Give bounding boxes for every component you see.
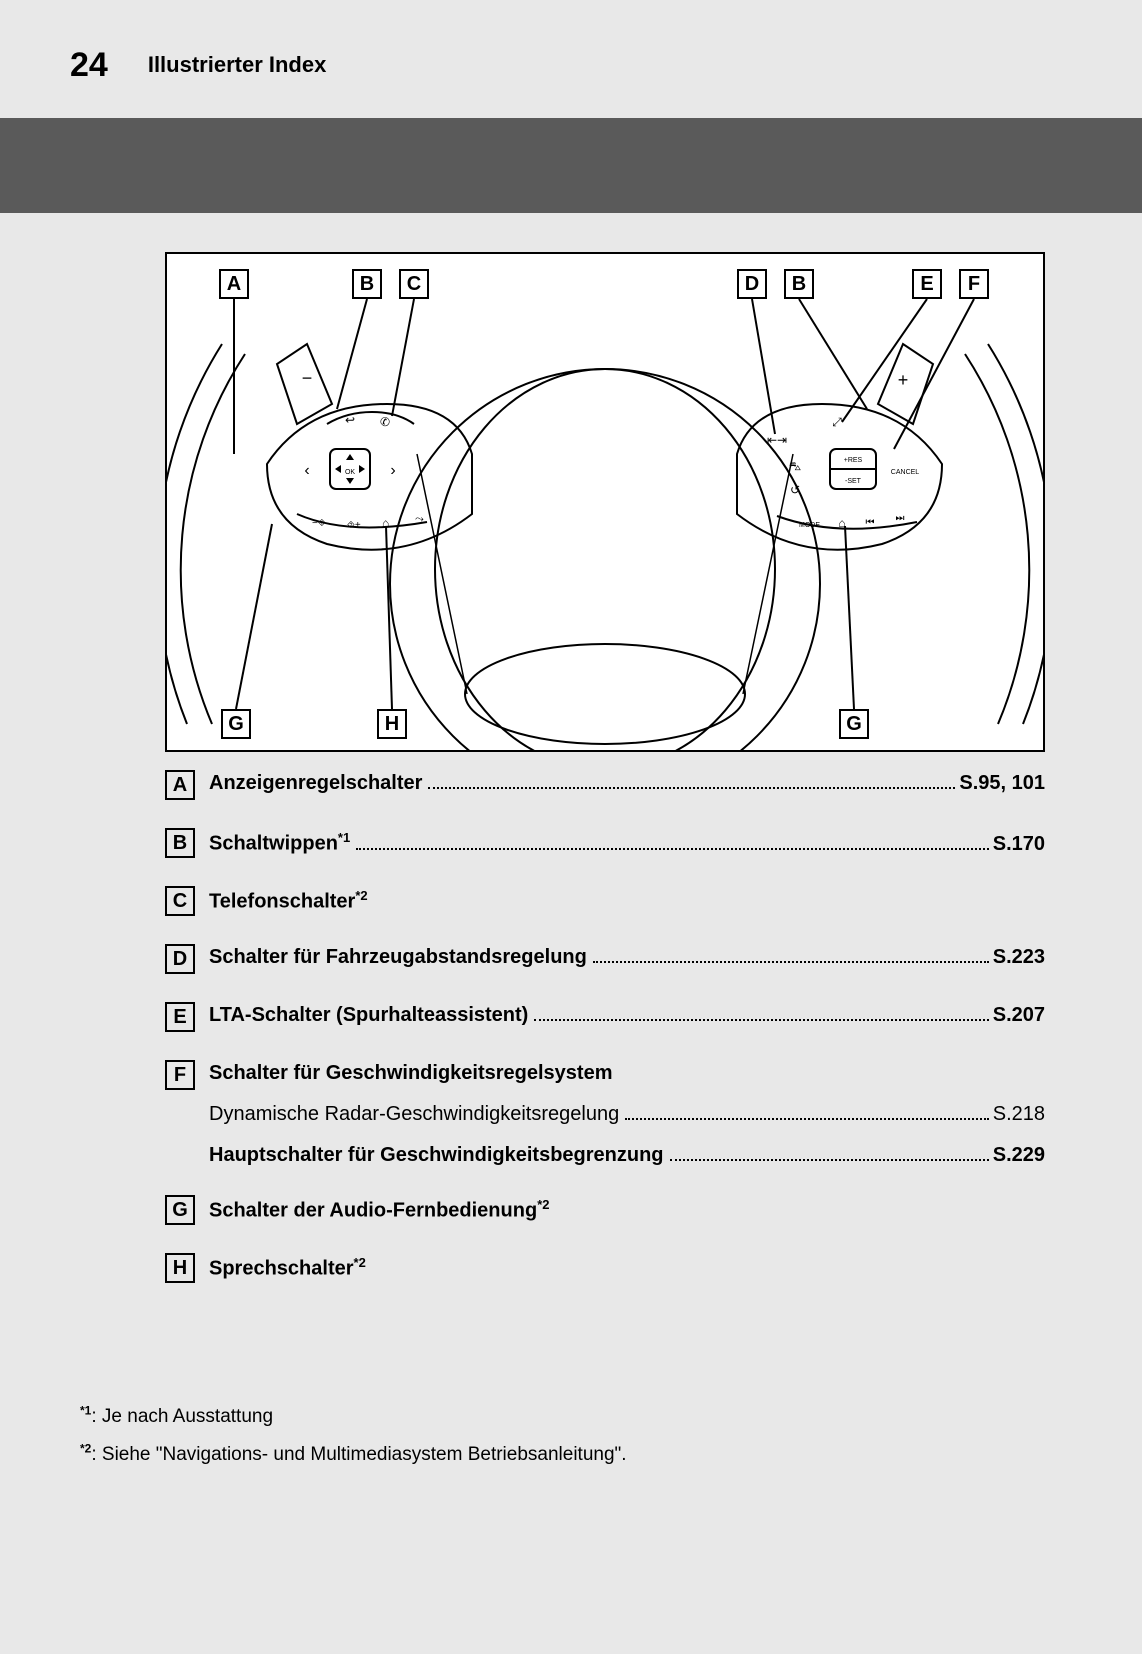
footnote: *1: Je nach Ausstattung (80, 1400, 1040, 1434)
legend-title: LTA-Schalter (Spurhalteassistent) (209, 1004, 528, 1027)
legend-row: D Schalter für Fahrzeugabstandsregelung … (165, 944, 1045, 974)
ok-icon-label: OK (345, 469, 355, 476)
legend-sub-title: Hauptschalter für Geschwindigkeitsbegren… (209, 1144, 664, 1167)
leader-dots (625, 1118, 989, 1120)
legend-title: Telefonschalter*2 (209, 888, 368, 914)
legend-page: S.95, 101 (959, 772, 1045, 795)
legend-sub-page: S.229 (993, 1144, 1045, 1167)
callout-h: H (377, 709, 407, 739)
svg-text:↩: ↩ (345, 413, 355, 427)
callout-g-left: G (221, 709, 251, 739)
header-title: Illustrierter Index (148, 52, 327, 78)
page-header: 24 Illustrierter Index (0, 40, 1142, 90)
legend-page: S.223 (993, 946, 1045, 969)
svg-text:⤢: ⤢ (831, 415, 842, 429)
callout-f: F (959, 269, 989, 299)
callout-b-left: B (352, 269, 382, 299)
legend-row: H Sprechschalter*2 (165, 1253, 1045, 1283)
steering-wheel-diagram: OK ‹ › ↩ ✆ −⯑ ⯑+ ⌂ ⤳ − (165, 252, 1045, 752)
svg-text:⏮: ⏮ (866, 517, 875, 528)
svg-text:⯑+: ⯑+ (347, 520, 361, 531)
legend-title: Schalter für Geschwindigkeitsregelsystem (209, 1062, 613, 1085)
leader-dots (670, 1159, 989, 1161)
page-number: 24 (70, 46, 108, 85)
legend-row: G Schalter der Audio-Fernbedienung*2 (165, 1195, 1045, 1225)
legend-label: A (165, 770, 195, 800)
legend-title: Anzeigenregelschalter (209, 772, 422, 795)
svg-text:−⯑: −⯑ (312, 518, 326, 529)
leader-dots (428, 787, 955, 789)
legend-title: Sprechschalter*2 (209, 1255, 366, 1281)
legend-label: G (165, 1195, 195, 1225)
callout-e: E (912, 269, 942, 299)
callout-d: D (737, 269, 767, 299)
legend-row: A Anzeigenregelschalter S.95, 101 (165, 770, 1045, 800)
leader-dots (534, 1019, 988, 1021)
legend-row: F Schalter für Geschwindigkeitsregelsyst… (165, 1060, 1045, 1167)
res-label: +RES (844, 457, 863, 464)
footnote: *2: Siehe "Navigations- und Multimediasy… (80, 1438, 1040, 1472)
callout-c: C (399, 269, 429, 299)
svg-text:›: › (390, 462, 395, 479)
legend-row: B Schaltwippen*1 S.170 (165, 828, 1045, 858)
leader-dots (593, 961, 989, 963)
callout-b-right: B (784, 269, 814, 299)
legend-sub-title: Dynamische Radar-Geschwindigkeitsregelun… (209, 1103, 619, 1126)
legend-page: S.207 (993, 1004, 1045, 1027)
svg-text:⛍: ⛍ (789, 459, 801, 473)
legend-title: Schalter der Audio-Fernbedienung*2 (209, 1197, 549, 1223)
set-label: -SET (845, 478, 862, 485)
svg-text:+: + (898, 370, 909, 390)
legend-label: D (165, 944, 195, 974)
header-grey-bar (0, 118, 1142, 213)
svg-text:⇤⇥: ⇤⇥ (767, 433, 787, 447)
svg-text:⌂: ⌂ (382, 516, 389, 530)
callout-g-right: G (839, 709, 869, 739)
legend-label: F (165, 1060, 195, 1090)
svg-text:−: − (302, 368, 313, 388)
legend-title: Schalter für Fahrzeugabstandsregelung (209, 946, 587, 969)
legend-page: S.170 (993, 833, 1045, 856)
legend-row: E LTA-Schalter (Spurhalteassistent) S.20… (165, 1002, 1045, 1032)
steering-wheel-svg: OK ‹ › ↩ ✆ −⯑ ⯑+ ⌂ ⤳ − (167, 254, 1043, 750)
legend-label: B (165, 828, 195, 858)
legend-sub-page: S.218 (993, 1103, 1045, 1126)
legend-list: A Anzeigenregelschalter S.95, 101 B Scha… (165, 770, 1045, 1311)
legend-label: C (165, 886, 195, 916)
leader-dots (356, 848, 989, 850)
page: 24 Illustrierter Index (0, 0, 1142, 1654)
legend-row: C Telefonschalter*2 (165, 886, 1045, 916)
footnotes: *1: Je nach Ausstattung *2: Siehe "Navig… (80, 1400, 1040, 1476)
legend-label: E (165, 1002, 195, 1032)
svg-text:⤳: ⤳ (415, 513, 424, 525)
svg-text:⏭: ⏭ (896, 513, 905, 524)
cancel-label: CANCEL (891, 469, 920, 476)
svg-text:↺: ↺ (790, 483, 800, 497)
svg-text:‹: ‹ (304, 462, 309, 479)
mode-label: MODE (799, 522, 820, 529)
legend-title: Schaltwippen*1 (209, 830, 350, 856)
svg-text:✆: ✆ (380, 415, 390, 429)
callout-a: A (219, 269, 249, 299)
legend-label: H (165, 1253, 195, 1283)
svg-text:⌂: ⌂ (838, 516, 845, 530)
